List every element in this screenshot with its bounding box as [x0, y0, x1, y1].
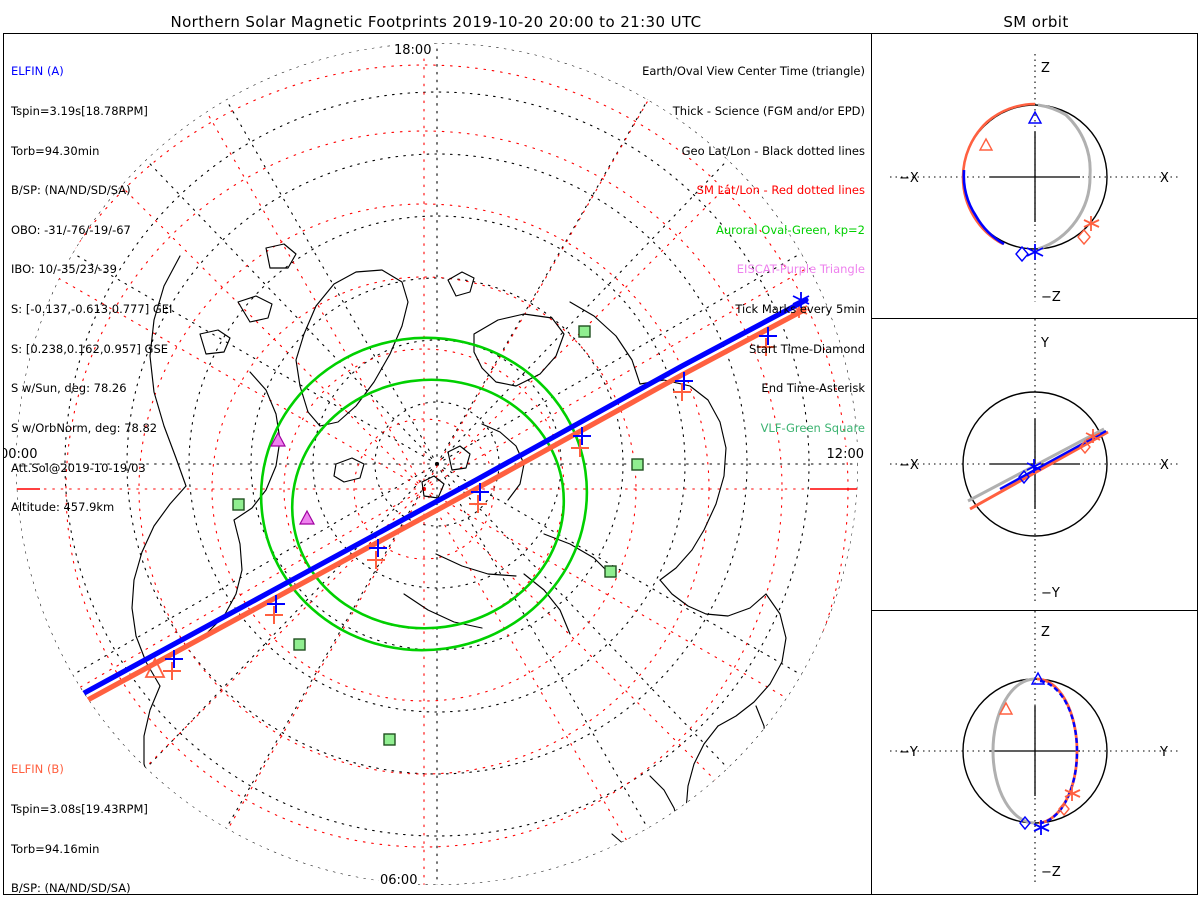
elfin-b-tick-marks	[163, 338, 775, 680]
orbit-panel-title: SM orbit	[1003, 13, 1069, 31]
elfin-b-view-center-triangle	[144, 656, 166, 678]
orbit-yz-axis-bottom: −Z	[1041, 865, 1061, 880]
elfin-a-line-7: S w/Sun, deg: 78.26	[11, 381, 127, 396]
elfin-b-info-block: ELFIN (B) Tspin=3.08s[19.43RPM] Torb=94.…	[11, 737, 176, 895]
orbit-plot-yz[interactable]: −Y Y Z −Z	[872, 611, 1197, 894]
legend-item-0: Earth/Oval View Center Time (triangle)	[642, 64, 865, 79]
orbit-xy-axis-top: Y	[1040, 336, 1049, 351]
vlf-station-markers	[232, 325, 644, 746]
elfin-a-line-6: S: [0.238,0.162,0.957] GSE	[11, 341, 169, 356]
legend-item-3: SM Lat/Lon - Red dotted lines	[696, 183, 865, 198]
eiscat-station-markers	[269, 431, 316, 525]
polar-map-plot	[16, 43, 858, 885]
orbit-xz-triangle-a	[1027, 110, 1043, 124]
legend-item-1: Thick - Science (FGM and/or EPD)	[672, 104, 865, 119]
geo-meridian-lines	[16, 43, 858, 885]
orbit-plot-xz[interactable]: −X X Z −Z	[872, 34, 1197, 319]
orbit-elfin-b-trace-xy	[969, 430, 1109, 511]
elfin-a-line-9: Att.Sol@2019-10-19/03	[11, 460, 146, 475]
elfin-a-footprint-track	[58, 292, 810, 713]
orbit-elfin-a-trace-yz	[1039, 679, 1079, 825]
orbit-xz-triangle-b	[978, 137, 994, 151]
map-legend: Earth/Oval View Center Time (triangle) T…	[642, 39, 865, 462]
elfin-b-start-diamond	[56, 705, 74, 725]
elfin-b-line-2: B/SP: (NA/ND/SD/SA)	[11, 881, 131, 895]
orbit-grey-trace-yz	[991, 677, 1036, 825]
elfin-a-end-asterisk	[792, 292, 810, 308]
elfin-b-line-0: Tspin=3.08s[19.43RPM]	[11, 802, 148, 817]
orbit-xy-end-asterisk-b	[1085, 429, 1101, 443]
orbit-xz-start-diamond-a	[1015, 245, 1029, 263]
elfin-a-line-3: OBO: -31/-76/-19/-67	[11, 222, 131, 237]
orbit-xz-axis-left: −X	[899, 171, 919, 186]
elfin-a-line-8: S w/OrbNorm, deg: 78.82	[11, 420, 158, 435]
orbit-yz-triangle-b	[998, 701, 1014, 715]
mlt-label-06: 06:00	[379, 873, 419, 888]
elfin-a-start-marker	[58, 697, 76, 713]
orbit-axes-xz-solid	[990, 132, 1080, 222]
elfin-a-tick-marks	[165, 327, 777, 668]
elfin-a-line-0: Tspin=3.19s[18.78RPM]	[11, 104, 148, 119]
legend-item-9: VLF-Green Square	[760, 420, 865, 435]
auroral-oval-outer	[259, 336, 589, 652]
orbit-xz-end-asterisk-a	[1026, 244, 1044, 260]
sm-orbit-panel[interactable]: −X X Z −Z	[872, 33, 1198, 895]
orbit-yz-start-diamond-b	[1058, 801, 1070, 817]
orbit-yz-end-asterisk-a	[1033, 820, 1050, 835]
auroral-oval-inner	[290, 378, 566, 630]
orbit-xy-axis-bottom: −Y	[1041, 586, 1060, 601]
orbit-plot-xy[interactable]: −X X Y −Y	[872, 319, 1197, 611]
legend-item-2: Geo Lat/Lon - Black dotted lines	[681, 143, 865, 158]
elfin-b-line-1: Torb=94.16min	[11, 841, 100, 856]
elfin-b-label: ELFIN (B)	[11, 762, 64, 777]
orbit-xy-start-diamond-b	[1079, 439, 1091, 455]
orbit-grey-trace-xz	[1037, 103, 1092, 251]
orbit-yz-axis-top: Z	[1041, 625, 1050, 640]
elfin-a-info-block: ELFIN (A) Tspin=3.19s[18.78RPM] Torb=94.…	[11, 39, 172, 541]
orbit-yz-end-asterisk-b	[1064, 786, 1081, 801]
orbit-yz-axis-left: −Y	[899, 745, 918, 760]
orbit-xy-axis-right: X	[1160, 458, 1169, 473]
orbit-elfin-a-trace-xz	[962, 169, 1005, 246]
legend-item-5: EISCAT-Purple Triangle	[736, 262, 865, 277]
geo-latitude-circles	[16, 43, 858, 885]
orbit-elfin-b-trace-xz	[961, 102, 1036, 246]
orbit-axes-yz-dotted	[890, 611, 1178, 883]
mlt-label-12: 12:00	[825, 447, 865, 462]
orbit-xy-axis-left: −X	[899, 458, 919, 473]
elfin-a-line-5: S: [-0.137,-0.613,0.777] GEI	[11, 302, 173, 317]
orbit-xz-axis-top: Z	[1041, 61, 1050, 76]
coastlines	[63, 243, 787, 881]
orbit-xy-end-asterisk-a	[1026, 459, 1042, 473]
elfin-a-line-10: Altitude: 457.9km	[11, 500, 115, 515]
orbit-elfin-a-trace-xy	[999, 429, 1107, 491]
orbit-yz-axis-right: Y	[1159, 745, 1168, 760]
elfin-a-line-2: B/SP: (NA/ND/SD/SA)	[11, 183, 131, 198]
legend-item-6: Tick Marks every 5min	[735, 302, 865, 317]
elfin-a-line-4: IBO: 10/-35/23/-39	[11, 262, 117, 277]
orbit-axes-yz-solid	[990, 706, 1080, 796]
orbit-yz-start-diamond-a	[1019, 815, 1031, 831]
orbit-yz-triangle-a	[1030, 671, 1046, 685]
mlt-label-18: 18:00	[393, 43, 433, 58]
orbit-xz-axis-right: X	[1160, 171, 1169, 186]
sm-meridian-lines	[16, 43, 858, 885]
legend-item-7: Start Time-Diamond	[749, 341, 865, 356]
orbit-xy-start-diamond-a	[1018, 469, 1030, 485]
orbit-axes-xz-dotted	[890, 54, 1178, 302]
orbit-xz-start-diamond-b	[1077, 228, 1091, 246]
elfin-a-label: ELFIN (A)	[11, 64, 64, 79]
legend-item-4: Auroral Oval-Green, kp=2	[715, 222, 865, 237]
elfin-a-line-1: Torb=94.30min	[11, 143, 100, 158]
map-title: Northern Solar Magnetic Footprints 2019-…	[170, 13, 702, 31]
orbit-xz-end-asterisk-b	[1083, 216, 1100, 231]
earth-circle-xy	[962, 391, 1108, 537]
mlt-label-00: 00:00	[4, 447, 39, 462]
legend-item-8: End Time-Asterisk	[761, 381, 865, 396]
footprint-map-panel[interactable]: ELFIN (A) Tspin=3.19s[18.78RPM] Torb=94.…	[3, 33, 872, 895]
orbit-xz-axis-bottom: −Z	[1041, 290, 1061, 305]
